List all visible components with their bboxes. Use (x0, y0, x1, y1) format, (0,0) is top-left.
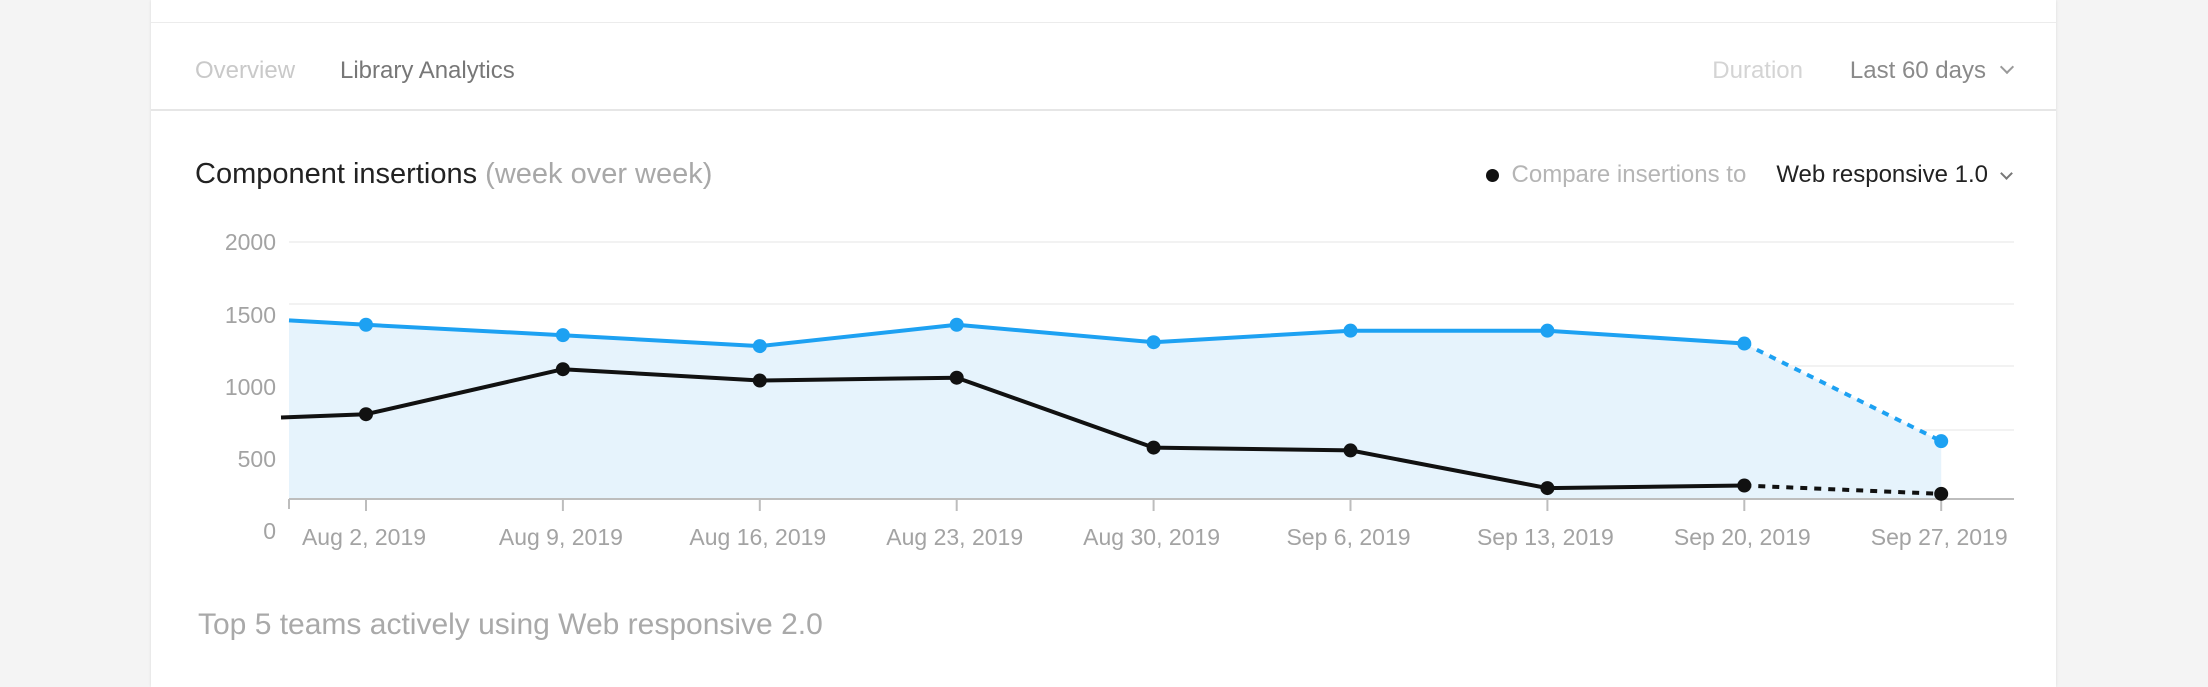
comparison-series-point (1343, 443, 1358, 458)
tab-library-analytics[interactable]: Library Analytics (340, 57, 515, 84)
x-tick-label: Sep 20, 2019 (1674, 524, 1811, 550)
area-layer (289, 320, 1942, 499)
y-tick-label: 0 (263, 518, 276, 544)
axis-layer (288, 498, 2014, 511)
comparison-series-point (555, 362, 570, 377)
primary-series-point (359, 317, 373, 332)
compare-label: Compare insertions to (1511, 161, 1747, 188)
comparison-series-point (1934, 486, 1949, 501)
comparison-series-point (1737, 478, 1752, 493)
x-tick-label: Sep 13, 2019 (1477, 524, 1614, 550)
chart-title: Component insertions (week over week) (195, 158, 712, 191)
series-points (359, 317, 1949, 501)
compare-dropdown[interactable]: Web responsive 1.0 (1776, 161, 2013, 189)
tick-labels: 2000 1500 1000 500 0 Aug 2, 2019 Aug 9, 2019 Au… (225, 229, 2008, 550)
tab-overview[interactable]: Overview (195, 57, 296, 84)
primary-series-point (752, 339, 767, 354)
comparison-series-point (1146, 440, 1161, 455)
section-heading: Top 5 teams actively using Web responsiv… (198, 608, 823, 641)
duration-label: Duration (1712, 57, 1803, 84)
primary-series-area (289, 320, 1942, 499)
x-tick-label: Aug 23, 2019 (886, 524, 1023, 550)
primary-series-point (1540, 323, 1555, 338)
duration-value: Last 60 days (1849, 57, 1986, 84)
comparison-series-point (1540, 481, 1555, 496)
primary-series-point (949, 317, 964, 332)
legend-dot-icon (1485, 168, 1499, 182)
x-tick-label: Aug 2, 2019 (302, 524, 426, 550)
comparison-series-projected-segment (1744, 483, 1942, 496)
comparison-series-point (752, 373, 767, 388)
compare-value: Web responsive 1.0 (1776, 161, 1988, 188)
compare-control: Compare insertions to Web responsive 1.0 (1485, 161, 2013, 189)
primary-series-projected-segment (1743, 341, 1943, 443)
y-tick-label: 1000 (225, 374, 276, 400)
duration-dropdown[interactable]: Last 60 days (1849, 57, 2015, 85)
primary-series-point (1343, 323, 1358, 338)
chart-title-text: Component insertions (195, 158, 478, 190)
x-tick-label: Aug 9, 2019 (499, 524, 623, 550)
x-tick-label: Sep 6, 2019 (1286, 524, 1410, 550)
x-tick-label: Sep 27, 2019 (1871, 524, 2008, 550)
y-tick-label: 1500 (225, 302, 276, 328)
comparison-series-point (359, 407, 373, 422)
chart-subtitle: (week over week) (485, 158, 713, 190)
divider (151, 22, 2056, 23)
x-tick-label: Aug 16, 2019 (689, 524, 826, 550)
primary-series-point (555, 328, 570, 343)
tab-bar: Overview Library Analytics Duration Last… (151, 23, 2056, 111)
primary-series-point (1934, 434, 1949, 449)
y-tick-label: 2000 (225, 229, 276, 255)
y-tick-label: 500 (238, 446, 276, 472)
primary-series-point (1737, 336, 1752, 351)
x-tick-label: Aug 30, 2019 (1083, 524, 1220, 550)
comparison-series-point (949, 370, 964, 385)
primary-series-point (1146, 335, 1161, 350)
